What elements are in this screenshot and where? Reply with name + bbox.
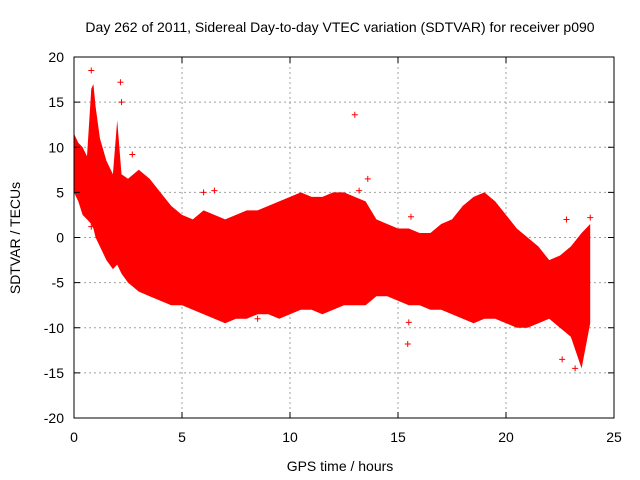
data-point bbox=[117, 79, 124, 86]
x-tick-label: 15 bbox=[390, 429, 406, 445]
data-point bbox=[88, 223, 95, 230]
y-tick-label: 20 bbox=[48, 49, 64, 65]
data-point bbox=[200, 189, 207, 196]
data-point bbox=[88, 67, 95, 74]
y-tick-label: 15 bbox=[48, 94, 64, 110]
data-point bbox=[364, 175, 371, 182]
data-point bbox=[129, 151, 136, 158]
data-point bbox=[438, 302, 445, 309]
y-tick-label: 10 bbox=[48, 139, 64, 155]
y-tick-label: 0 bbox=[56, 230, 64, 246]
data-cloud-SDTVAR bbox=[74, 84, 591, 369]
x-tick-label: 10 bbox=[282, 429, 298, 445]
x-tick-label: 25 bbox=[606, 429, 622, 445]
data-point bbox=[559, 356, 566, 363]
data-point bbox=[404, 340, 411, 347]
data-point bbox=[407, 213, 414, 220]
data-point bbox=[351, 111, 358, 118]
data-point bbox=[572, 365, 579, 372]
y-tick-label: -20 bbox=[44, 410, 64, 426]
y-axis-label: SDTVAR / TECUs bbox=[7, 182, 23, 294]
data-point bbox=[118, 99, 125, 106]
y-tick-label: -5 bbox=[52, 275, 65, 291]
data-layer bbox=[74, 67, 594, 372]
y-tick-label: -15 bbox=[44, 365, 64, 381]
x-tick-label: 20 bbox=[498, 429, 514, 445]
x-tick-label: 5 bbox=[178, 429, 186, 445]
y-tick-label: -10 bbox=[44, 320, 64, 336]
y-tick-label: 5 bbox=[56, 184, 64, 200]
data-point bbox=[563, 216, 570, 223]
data-point bbox=[211, 187, 218, 194]
data-point bbox=[356, 187, 363, 194]
x-axis-label: GPS time / hours bbox=[287, 458, 394, 474]
data-point bbox=[587, 214, 594, 221]
axis-ticks: 0 5 10 15 20 25 -20 -15 -10 -5 0 5 10 15 20 bbox=[44, 49, 622, 445]
data-point bbox=[114, 252, 121, 259]
data-point bbox=[254, 315, 261, 322]
chart-title: Day 262 of 2011, Sidereal Day-to-day VTE… bbox=[85, 19, 594, 35]
x-tick-label: 0 bbox=[70, 429, 78, 445]
data-point bbox=[405, 319, 412, 326]
